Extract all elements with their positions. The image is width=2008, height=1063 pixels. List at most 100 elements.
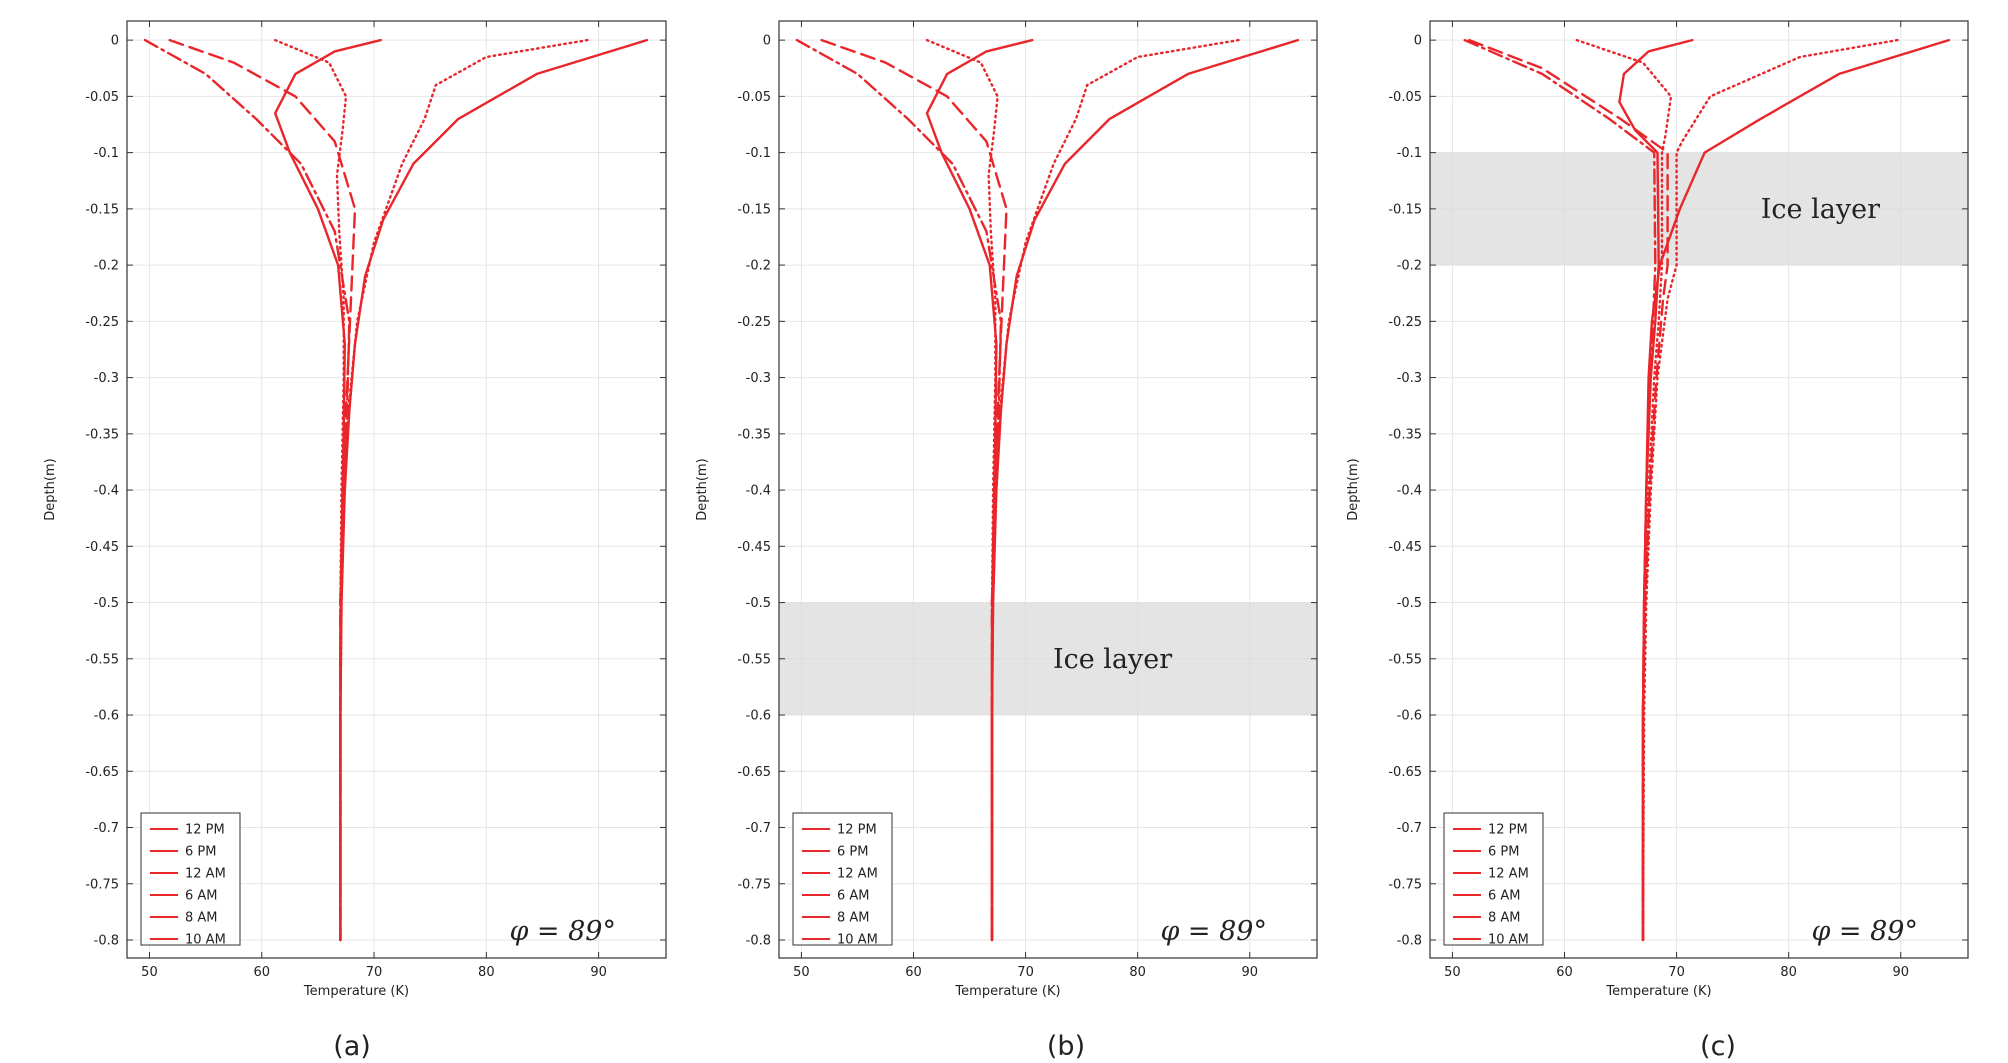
y-tick-label: -0.7 [94,821,119,836]
y-tick-label: -0.25 [1388,315,1422,330]
legend-entry-label: 12 AM [1488,867,1529,882]
x-tick-label: 70 [1668,965,1685,980]
x-tick-label: 80 [1780,965,1797,980]
y-axis-label: Depth(m) [695,458,710,520]
y-tick-label: -0.55 [1388,652,1422,667]
legend-entry-label: 6 AM [837,889,870,904]
legend-entry-label: 6 AM [185,889,218,904]
legend-entry-label: 6 PM [1488,845,1519,860]
legend-box [1443,812,1544,946]
x-tick-label: 80 [478,965,495,980]
legend-entry-label: 10 AM [837,933,878,948]
y-tick-label: -0.8 [746,934,771,949]
panel-label: (c) [1700,1031,1736,1062]
legend: 12 PM 6 PM 12 AM 6 AM 8 AM 10 AM [792,812,893,948]
ice-layer-band [779,602,1317,716]
x-tick-label: 70 [366,965,383,980]
legend-entry-label: 6 PM [185,845,216,860]
legend-box [792,812,893,946]
y-tick-label: 0 [111,34,119,49]
legend: 12 PM 6 PM 12 AM 6 AM 8 AM 10 AM [1443,812,1544,948]
y-tick-label: -0.75 [85,877,119,892]
legend-entry-label: 12 PM [185,823,225,838]
x-tick-label: 90 [1241,965,1258,980]
y-tick-label: -0.75 [1388,877,1422,892]
panel-label: (a) [333,1031,371,1062]
x-axis-label: Temperature (K) [954,984,1060,999]
y-tick-label: -0.1 [94,146,119,161]
plot-frame [1429,20,1969,959]
y-tick-label: -0.7 [1397,821,1422,836]
y-tick-label: 0 [763,34,771,49]
legend: 12 PM 6 PM 12 AM 6 AM 8 AM 10 AM [140,812,241,948]
y-tick-label: -0.25 [737,315,771,330]
y-tick-label: -0.5 [746,596,771,611]
plot-frame [126,20,667,959]
y-tick-label: -0.6 [94,709,119,724]
y-tick-label: -0.05 [737,90,771,105]
x-axis-label: Temperature (K) [1605,984,1711,999]
y-tick-label: -0.3 [1397,371,1422,386]
y-tick-label: -0.65 [85,765,119,780]
x-tick-label: 50 [141,965,158,980]
y-tick-label: -0.5 [1397,596,1422,611]
y-tick-label: -0.35 [1388,427,1422,442]
x-tick-label: 50 [793,965,810,980]
y-tick-label: -0.8 [1397,934,1422,949]
series-line-10-am [925,38,1034,942]
y-tick-label: -0.15 [737,202,771,217]
y-tick-label: -0.15 [1388,202,1422,217]
y-tick-label: -0.5 [94,596,119,611]
y-tick-label: -0.05 [1388,90,1422,105]
y-tick-label: -0.8 [94,934,119,949]
y-tick-label: -0.2 [94,259,119,274]
legend-entry-label: 10 AM [1488,933,1529,948]
y-tick-label: -0.2 [1397,259,1422,274]
legend-entry-label: 10 AM [185,933,226,948]
y-tick-label: -0.3 [746,371,771,386]
x-tick-label: 60 [1556,965,1573,980]
y-tick-label: -0.1 [1397,146,1422,161]
y-tick-label: -0.35 [737,427,771,442]
y-tick-label: -0.05 [85,90,119,105]
panel-label: (b) [1047,1031,1085,1062]
legend-entry-label: 6 PM [837,845,868,860]
y-tick-label: -0.6 [1397,709,1422,724]
chart-panel: Ice layer φ = 89° 50 60 70 80 90 0 -0.05 -0.1 -0.1… [695,20,1318,1062]
y-tick-label: -0.4 [94,484,119,499]
legend-entry-label: 8 AM [185,911,218,926]
x-tick-label: 60 [905,965,922,980]
y-tick-label: -0.6 [746,709,771,724]
x-tick-label: 70 [1017,965,1034,980]
y-tick-label: -0.45 [85,540,119,555]
y-tick-label: 0 [1414,34,1422,49]
legend-entry-label: 8 AM [1488,911,1521,926]
latitude-annotation: φ = 89° [509,916,616,947]
x-tick-label: 90 [590,965,607,980]
legend-entry-label: 12 PM [837,823,877,838]
y-tick-label: -0.45 [1388,540,1422,555]
x-tick-label: 90 [1892,965,1909,980]
legend-entry-label: 12 AM [837,867,878,882]
y-tick-label: -0.25 [85,315,119,330]
y-tick-label: -0.15 [85,202,119,217]
y-tick-label: -0.7 [746,821,771,836]
series-line-10-am [274,38,382,942]
x-tick-label: 50 [1444,965,1461,980]
latitude-annotation: φ = 89° [1160,916,1267,947]
ice-layer-label: Ice layer [1761,194,1880,225]
legend-box [140,812,241,946]
ice-layer-band [1430,152,1968,266]
y-tick-label: -0.75 [737,877,771,892]
latitude-annotation: φ = 89° [1811,916,1918,947]
y-tick-label: -0.55 [737,652,771,667]
series-line-10-am [1618,38,1694,942]
legend-entry-label: 6 AM [1488,889,1521,904]
legend-entry-label: 8 AM [837,911,870,926]
y-tick-label: -0.4 [1397,484,1422,499]
y-tick-label: -0.3 [94,371,119,386]
y-axis-label: Depth(m) [1346,458,1361,520]
legend-entry-label: 12 AM [185,867,226,882]
y-tick-label: -0.55 [85,652,119,667]
